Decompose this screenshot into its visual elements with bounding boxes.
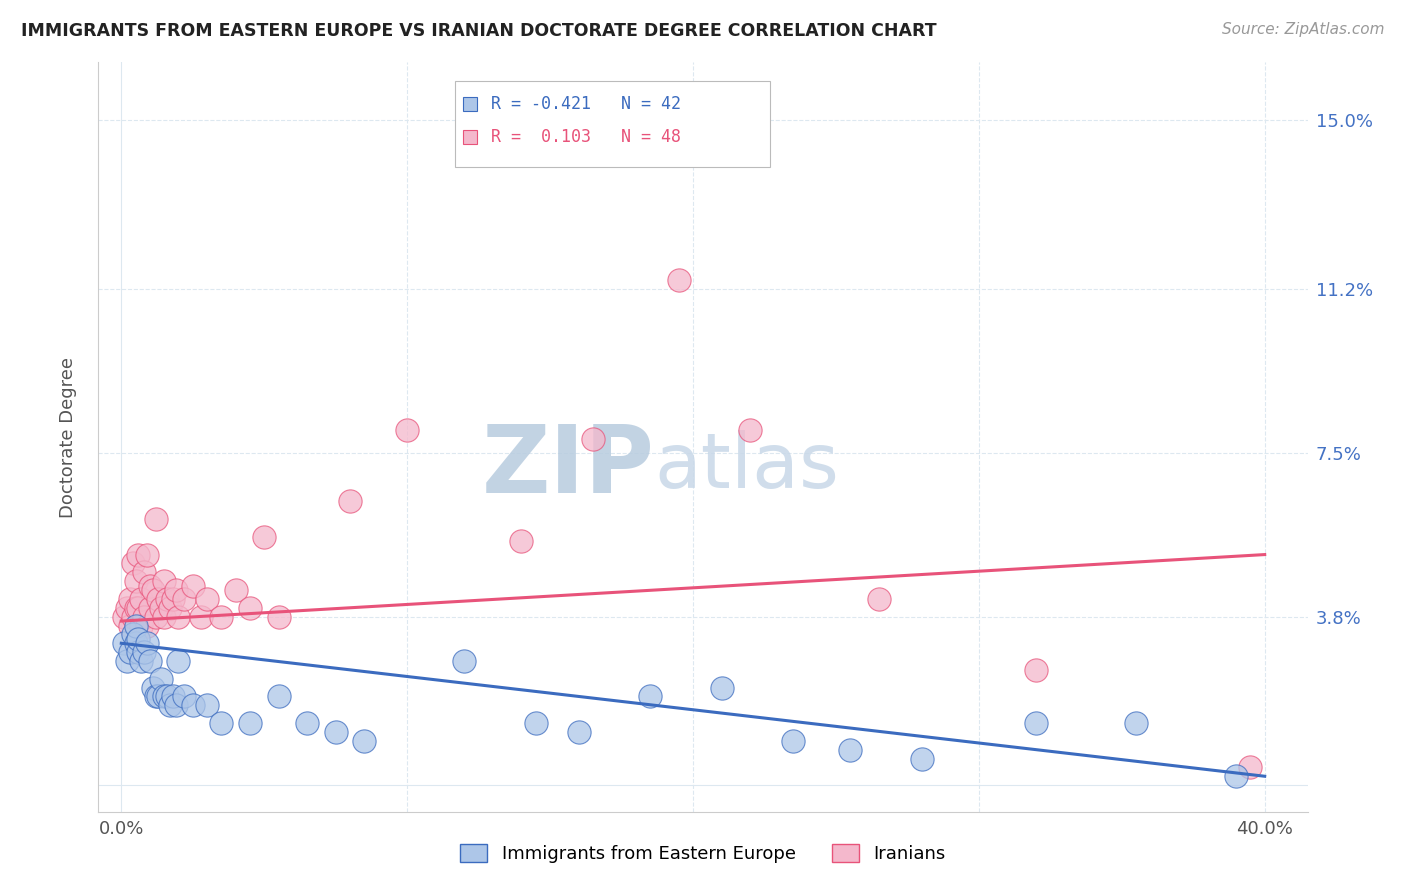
Point <box>127 548 149 562</box>
Y-axis label: Doctorate Degree: Doctorate Degree <box>59 357 77 517</box>
Point <box>510 534 533 549</box>
Point <box>1025 716 1047 731</box>
Point <box>195 591 218 606</box>
Point <box>225 582 247 597</box>
Point <box>165 582 187 597</box>
Point <box>134 609 156 624</box>
Point <box>1025 663 1047 677</box>
Point <box>156 591 179 606</box>
Point <box>124 636 146 650</box>
Point <box>129 654 152 668</box>
Point <box>159 698 181 713</box>
Point <box>136 636 159 650</box>
Text: IMMIGRANTS FROM EASTERN EUROPE VS IRANIAN DOCTORATE DEGREE CORRELATION CHART: IMMIGRANTS FROM EASTERN EUROPE VS IRANIA… <box>21 22 936 40</box>
Point <box>129 618 152 632</box>
Point <box>136 548 159 562</box>
Point <box>121 627 143 641</box>
Point <box>153 574 176 589</box>
Text: atlas: atlas <box>655 430 839 504</box>
Text: Source: ZipAtlas.com: Source: ZipAtlas.com <box>1222 22 1385 37</box>
Point <box>145 512 167 526</box>
Point <box>124 600 146 615</box>
Point <box>156 690 179 704</box>
Point <box>153 690 176 704</box>
FancyBboxPatch shape <box>456 81 769 168</box>
Point <box>127 632 149 646</box>
Point <box>150 672 173 686</box>
Point <box>142 681 165 695</box>
Point <box>134 645 156 659</box>
Point <box>115 654 138 668</box>
Point <box>139 600 162 615</box>
Point <box>295 716 318 731</box>
Point <box>167 609 190 624</box>
Point <box>121 609 143 624</box>
Point <box>139 654 162 668</box>
Point <box>568 725 591 739</box>
Legend: Immigrants from Eastern Europe, Iranians: Immigrants from Eastern Europe, Iranians <box>453 837 953 870</box>
Point <box>209 716 232 731</box>
Point <box>181 698 204 713</box>
Point <box>1125 716 1147 731</box>
Point <box>239 600 262 615</box>
Point <box>118 618 141 632</box>
Point <box>195 698 218 713</box>
Point <box>911 751 934 765</box>
Point <box>181 579 204 593</box>
Point <box>190 609 212 624</box>
Point <box>165 698 187 713</box>
Point <box>134 566 156 580</box>
Point <box>124 618 146 632</box>
Point <box>112 636 135 650</box>
Point <box>267 690 290 704</box>
Point <box>162 690 184 704</box>
Point <box>148 591 170 606</box>
Point <box>136 618 159 632</box>
Point <box>148 690 170 704</box>
Point <box>353 733 375 747</box>
Point <box>1225 769 1247 783</box>
Point <box>167 654 190 668</box>
Point <box>325 725 347 739</box>
Point <box>118 645 141 659</box>
Point <box>127 600 149 615</box>
Point <box>124 574 146 589</box>
Point <box>129 591 152 606</box>
Point <box>582 432 605 446</box>
Point <box>150 600 173 615</box>
Point <box>173 690 195 704</box>
Point <box>145 690 167 704</box>
Point <box>782 733 804 747</box>
Point <box>139 579 162 593</box>
Point <box>239 716 262 731</box>
Point <box>121 557 143 571</box>
Point <box>115 600 138 615</box>
Point <box>162 591 184 606</box>
Point <box>638 690 661 704</box>
Point <box>127 645 149 659</box>
Point <box>209 609 232 624</box>
Point <box>159 600 181 615</box>
Point <box>339 494 361 508</box>
Point <box>453 654 475 668</box>
Point <box>253 530 276 544</box>
Point <box>839 742 862 756</box>
Text: R = -0.421   N = 42: R = -0.421 N = 42 <box>492 95 682 112</box>
Text: ZIP: ZIP <box>482 421 655 513</box>
Point <box>396 424 419 438</box>
Point <box>153 609 176 624</box>
Point <box>118 591 141 606</box>
Point <box>1239 760 1261 774</box>
Point <box>668 273 690 287</box>
Point <box>740 424 762 438</box>
Point <box>710 681 733 695</box>
Point <box>145 609 167 624</box>
Point <box>142 582 165 597</box>
Text: R =  0.103   N = 48: R = 0.103 N = 48 <box>492 128 682 146</box>
Point <box>267 609 290 624</box>
Point <box>868 591 890 606</box>
Point <box>112 609 135 624</box>
Point <box>173 591 195 606</box>
Point <box>524 716 547 731</box>
